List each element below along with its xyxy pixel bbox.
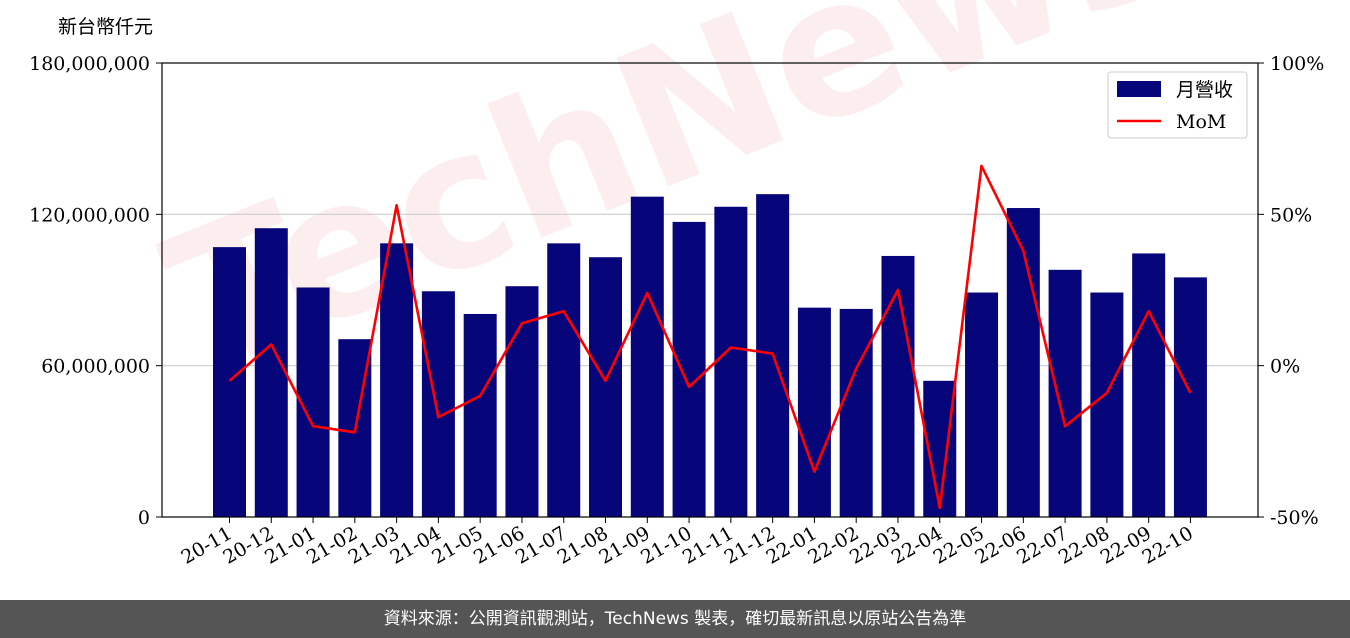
revenue-bar	[1048, 269, 1082, 517]
revenue-bar	[714, 206, 748, 517]
y-left-tick-label: 60,000,000	[41, 356, 150, 378]
revenue-bar	[589, 257, 623, 517]
y-right-tick-label: -50%	[1270, 507, 1319, 529]
y-right-tick-label: 50%	[1270, 204, 1312, 226]
legend-bar-swatch	[1117, 81, 1161, 97]
revenue-bar	[254, 228, 288, 517]
revenue-chart: 新台幣仟元 0 60,000,000 120,000,000 180,000,000 -…	[29, 16, 1324, 569]
revenue-bar	[1006, 208, 1040, 517]
mom-line	[228, 164, 1192, 510]
source-footer: 資料來源：公開資訊觀測站，TechNews 製表，確切最新訊息以原站公告為準	[0, 600, 1350, 638]
revenue-bar	[672, 221, 706, 517]
legend-label-revenue: 月營收	[1176, 79, 1233, 101]
y-left-tick-label: 120,000,000	[29, 204, 150, 226]
unit-label: 新台幣仟元	[58, 16, 153, 38]
revenue-bar	[839, 308, 873, 517]
y-left-tick-label: 0	[138, 507, 150, 529]
legend-label-mom: MoM	[1176, 111, 1226, 133]
revenue-bar	[547, 243, 581, 518]
revenue-bar	[965, 292, 999, 517]
revenue-bar	[1132, 253, 1166, 517]
y-right-tick-label: 100%	[1270, 53, 1324, 75]
revenue-bar	[630, 196, 664, 517]
revenue-bar	[797, 307, 831, 517]
revenue-bar	[1173, 277, 1207, 517]
y-right-tick-label: 0%	[1270, 356, 1300, 378]
y-left-tick-label: 180,000,000	[29, 53, 150, 75]
revenue-bar	[881, 255, 915, 517]
revenue-bar	[1090, 292, 1124, 517]
revenue-bar	[380, 243, 414, 518]
revenue-bar	[421, 291, 455, 517]
plot-frame	[161, 62, 1259, 518]
revenue-bar	[463, 313, 497, 517]
revenue-bar	[213, 247, 246, 517]
